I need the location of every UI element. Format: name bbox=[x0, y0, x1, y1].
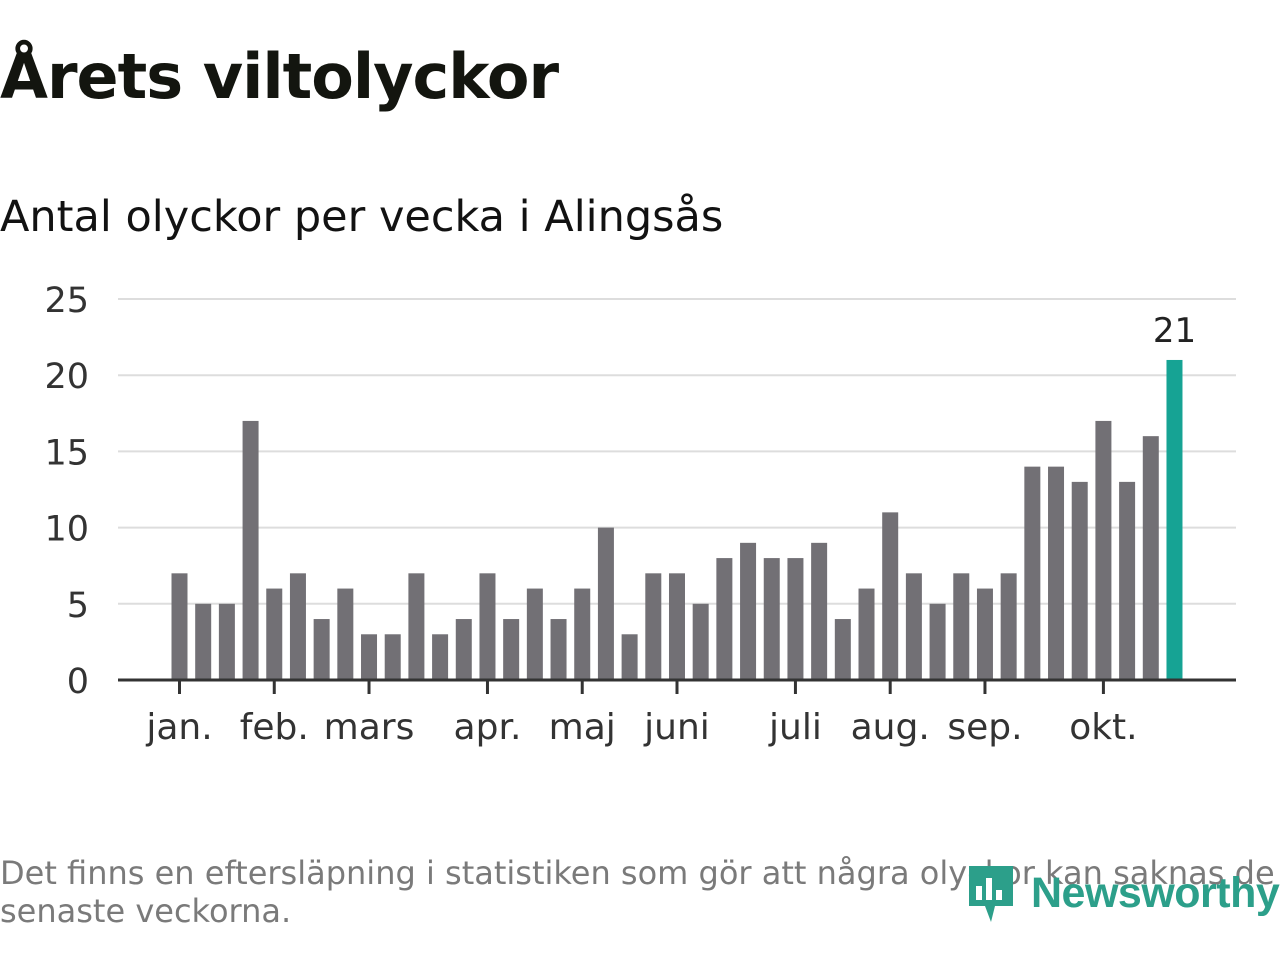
bar bbox=[526, 588, 543, 680]
bar bbox=[574, 588, 591, 680]
bar bbox=[266, 588, 283, 680]
bar bbox=[740, 542, 757, 680]
bar bbox=[479, 573, 496, 680]
bar bbox=[597, 527, 614, 680]
bar bbox=[1095, 420, 1112, 680]
bar bbox=[905, 573, 922, 680]
bar bbox=[550, 619, 567, 680]
bar bbox=[408, 573, 425, 680]
bar-chart: 0 5 10 15 20 25 jan. feb. mars apr. maj juni juli au… bbox=[44, 281, 1236, 748]
x-axis: jan. feb. mars apr. maj juni juli aug. sep. okt. bbox=[118, 678, 1236, 748]
y-tick-label: 10 bbox=[44, 510, 89, 550]
newsworthy-logo[interactable]: Newsworthy bbox=[965, 860, 1280, 926]
y-tick-label: 5 bbox=[67, 586, 89, 626]
bar bbox=[337, 588, 354, 680]
data-label: 21 bbox=[1153, 311, 1196, 351]
bar bbox=[455, 619, 472, 680]
x-tick-label: sep. bbox=[947, 707, 1022, 748]
bar bbox=[195, 603, 212, 680]
bar bbox=[953, 573, 970, 680]
bar bbox=[929, 603, 946, 680]
x-tick-label: aug. bbox=[851, 707, 930, 748]
y-tick-label: 15 bbox=[44, 433, 89, 473]
footnote: Det finns en eftersläpning i statistiken… bbox=[0, 854, 1275, 930]
x-tick-label: juni bbox=[643, 707, 710, 748]
bar bbox=[242, 420, 259, 680]
bar bbox=[834, 619, 851, 680]
x-tick-label: feb. bbox=[240, 707, 309, 748]
bar bbox=[1048, 466, 1065, 680]
chart-title: Årets viltolyckor bbox=[0, 40, 559, 113]
bar bbox=[716, 558, 733, 680]
bar-highlight bbox=[1166, 359, 1183, 680]
x-tick-label: mars bbox=[324, 707, 415, 748]
grid-lines bbox=[118, 298, 1236, 605]
newsworthy-logo-text: Newsworthy bbox=[1031, 868, 1280, 917]
bar bbox=[361, 634, 378, 680]
bar bbox=[313, 619, 330, 680]
bar bbox=[621, 634, 638, 680]
x-tick-label: maj bbox=[549, 707, 616, 748]
y-tick-label: 0 bbox=[67, 662, 89, 702]
bar bbox=[763, 558, 780, 680]
data-labels: 21 bbox=[1153, 311, 1196, 351]
bar bbox=[1071, 481, 1088, 680]
bar bbox=[289, 573, 306, 680]
bar bbox=[1000, 573, 1017, 680]
x-tick-label: okt. bbox=[1069, 707, 1137, 748]
bar bbox=[1119, 481, 1136, 680]
chart-subtitle: Antal olyckor per vecka i Alingsås bbox=[0, 192, 724, 242]
bar bbox=[645, 573, 662, 680]
bar bbox=[692, 603, 709, 680]
bar bbox=[503, 619, 520, 680]
bar bbox=[432, 634, 449, 680]
bar bbox=[1142, 436, 1159, 680]
bar bbox=[882, 512, 899, 680]
x-tick-label: jan. bbox=[145, 707, 212, 748]
y-axis-ticks: 0 5 10 15 20 25 bbox=[44, 281, 89, 702]
newsworthy-chart-icon bbox=[969, 866, 1013, 922]
x-tick-label: apr. bbox=[454, 707, 522, 748]
bar bbox=[811, 542, 828, 680]
bar bbox=[858, 588, 875, 680]
bars bbox=[171, 359, 1183, 680]
bar bbox=[976, 588, 993, 680]
bar bbox=[384, 634, 401, 680]
bar bbox=[1024, 466, 1041, 680]
bar bbox=[787, 558, 804, 680]
bar bbox=[171, 573, 188, 680]
bar bbox=[218, 603, 235, 680]
x-tick-label: juli bbox=[768, 707, 822, 748]
y-tick-label: 20 bbox=[44, 357, 89, 397]
y-tick-label: 25 bbox=[44, 281, 89, 321]
bar bbox=[668, 573, 685, 680]
